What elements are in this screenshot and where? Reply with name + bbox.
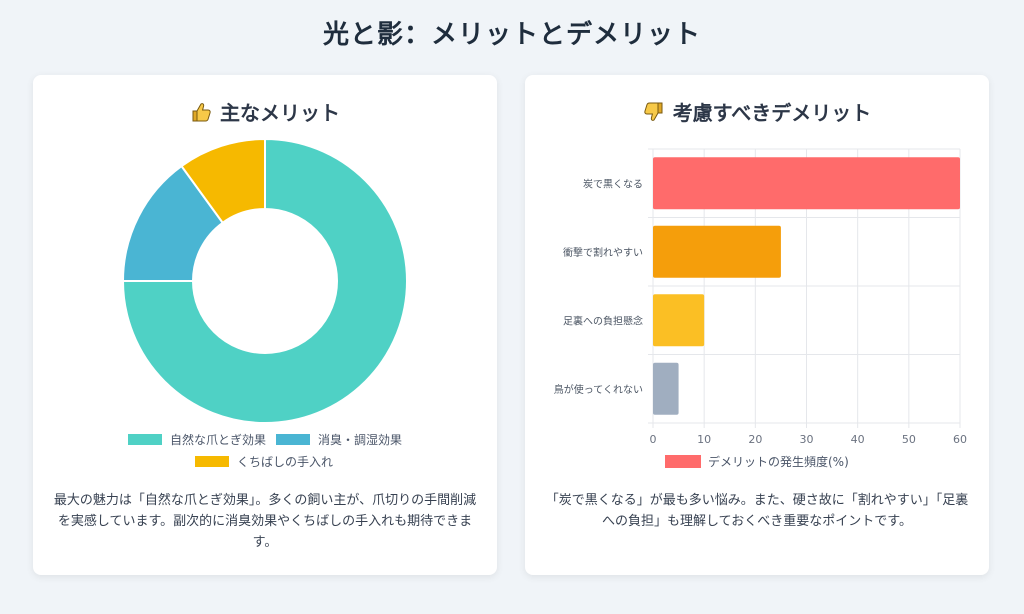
merits-card-title: 主なメリット	[33, 97, 497, 126]
x-tick-label: 60	[953, 433, 967, 446]
legend-swatch	[195, 456, 229, 467]
merits-card: 主なメリット 自然な爪とぎ効果 消臭・調湿効果 くちばしの手入れ 最大の魅力は「…	[33, 75, 497, 575]
bar[interactable]	[653, 225, 781, 278]
bar[interactable]	[653, 294, 705, 347]
legend-item-beak-care: くちばしの手入れ	[195, 453, 333, 470]
x-tick-label: 50	[902, 433, 916, 446]
demerits-title-text: 考慮すべきデメリット	[672, 101, 872, 125]
thumbs-down-icon	[643, 101, 665, 123]
thumbs-up-icon	[190, 101, 212, 123]
x-tick-label: 20	[748, 433, 762, 446]
legend-item-deodorize: 消臭・調湿効果	[276, 431, 402, 448]
merits-title-text: 主なメリット	[220, 101, 340, 125]
legend-label: デメリットの発生頻度(%)	[708, 454, 849, 469]
x-tick-label: 0	[650, 433, 657, 446]
y-category-label: 鳥が使ってくれない	[554, 383, 643, 396]
y-category-label: 炭で黒くなる	[583, 178, 643, 190]
legend-swatch	[128, 434, 162, 445]
demerits-bar-chart: 0 10 20 30 40 50 60 炭で黒くなる衝撃で割れやすい足裏への負担懸念鳥が使って…	[554, 148, 967, 469]
y-category-label: 足裏への負担懸念	[563, 314, 643, 327]
merits-legend: 自然な爪とぎ効果 消臭・調湿効果 くちばしの手入れ	[33, 431, 497, 471]
legend-label: 自然な爪とぎ効果	[170, 433, 267, 447]
legend-item-nail-trim: 自然な爪とぎ効果	[128, 431, 266, 448]
doughnut-slice[interactable]	[180, 137, 266, 225]
page-title: 光と影：メリットとデメリット	[322, 20, 701, 50]
demerits-description: 「炭で黒くなる」が最も多い悩み。また、硬さ故に「割れやすい」「足裏への負担」も理…	[545, 493, 969, 529]
x-tick-label: 30	[800, 433, 814, 446]
merits-description: 最大の魅力は「自然な爪とぎ効果」。多くの飼い主が、爪切りの手間削減を実感していま…	[53, 493, 477, 550]
bar[interactable]	[653, 362, 679, 415]
y-category-label: 衝撃で割れやすい	[563, 246, 643, 259]
legend-label: くちばしの手入れ	[237, 455, 334, 469]
demerits-card-title: 考慮すべきデメリット	[525, 97, 989, 126]
x-tick-label: 10	[697, 433, 711, 446]
merits-doughnut-chart	[121, 137, 408, 424]
legend-swatch	[665, 455, 701, 468]
legend-label: 消臭・調湿効果	[318, 433, 403, 447]
doughnut-slice[interactable]	[121, 137, 408, 424]
legend-swatch	[276, 434, 310, 445]
bar[interactable]	[653, 157, 960, 210]
demerits-card: 考慮すべきデメリット 0 10 20 30 40 50 60 炭で黒くなる衝撃で割れやすい 足裏…	[525, 75, 989, 575]
x-tick-label: 40	[851, 433, 865, 446]
